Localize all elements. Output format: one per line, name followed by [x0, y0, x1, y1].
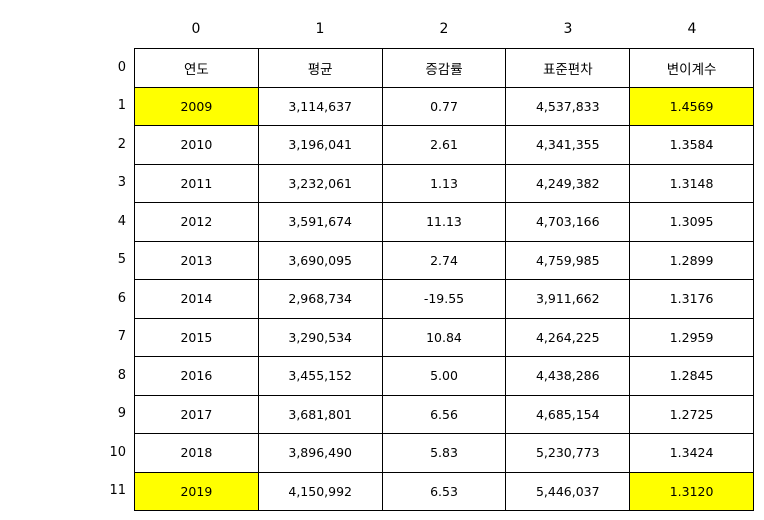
table-cell: 2018: [134, 433, 259, 473]
table-header-cell: 표준편차: [505, 48, 631, 88]
table-header-cell: 증감률: [381, 48, 507, 88]
table-cell: 2015: [134, 317, 259, 357]
column-index-label: 4: [687, 21, 697, 37]
table-header-cell: 연도: [134, 48, 259, 88]
row-index-label: 2: [117, 136, 126, 152]
table-cell: 4,537,833: [505, 86, 631, 126]
row-index-label: 1: [117, 98, 126, 114]
table-cell: 11.13: [381, 202, 507, 242]
table-cell: 1.3584: [629, 125, 754, 165]
table-cell: -19.55: [381, 279, 507, 319]
table-cell: 10.84: [381, 317, 507, 357]
table-cell: 3,896,490: [257, 433, 383, 473]
table-cell: 4,264,225: [505, 317, 631, 357]
table-cell: 2.74: [381, 240, 507, 280]
table-cell: 1.2845: [629, 356, 754, 396]
table-row: 2010 3,196,041 2.61 4,341,355 1.3584: [134, 125, 754, 165]
table-cell: 2.61: [381, 125, 507, 165]
table-cell: 2012: [134, 202, 259, 242]
table-cell: 2009: [134, 86, 259, 126]
table-cell: 1.3148: [629, 163, 754, 203]
table-row: 2013 3,690,095 2.74 4,759,985 1.2899: [134, 240, 754, 280]
table-cell: 3,591,674: [257, 202, 383, 242]
table-cell: 4,685,154: [505, 394, 631, 434]
table-cell: 1.3120: [629, 471, 754, 511]
table-cell: 3,911,662: [505, 279, 631, 319]
table-cell: 1.2899: [629, 240, 754, 280]
table-cell: 2,968,734: [257, 279, 383, 319]
column-index-label: 3: [563, 21, 573, 37]
table-cell: 1.2725: [629, 394, 754, 434]
table-cell: 3,455,152: [257, 356, 383, 396]
table-cell: 5.83: [381, 433, 507, 473]
table-cell: 4,150,992: [257, 471, 383, 511]
table-row: 2018 3,896,490 5.83 5,230,773 1.3424: [134, 433, 754, 473]
table-row: 2011 3,232,061 1.13 4,249,382 1.3148: [134, 163, 754, 203]
table-row: 2017 3,681,801 6.56 4,685,154 1.2725: [134, 394, 754, 434]
table-cell: 3,232,061: [257, 163, 383, 203]
table-cell: 0.77: [381, 86, 507, 126]
row-index-label: 8: [117, 367, 126, 383]
table-cell: 1.3424: [629, 433, 754, 473]
table-cell: 3,290,534: [257, 317, 383, 357]
table-cell: 3,114,637: [257, 86, 383, 126]
table-cell: 4,438,286: [505, 356, 631, 396]
table-row: 2019 4,150,992 6.53 5,446,037 1.3120: [134, 471, 754, 511]
table-header-cell: 변이계수: [629, 48, 754, 88]
table-cell: 4,703,166: [505, 202, 631, 242]
table-cell: 2014: [134, 279, 259, 319]
table-cell: 3,681,801: [257, 394, 383, 434]
table-row: 2015 3,290,534 10.84 4,264,225 1.2959: [134, 317, 754, 357]
table-row: 2014 2,968,734 -19.55 3,911,662 1.3176: [134, 279, 754, 319]
table-cell: 6.56: [381, 394, 507, 434]
table-cell: 5.00: [381, 356, 507, 396]
table-cell: 1.3176: [629, 279, 754, 319]
row-index-label: 6: [117, 290, 126, 306]
table-cell: 3,196,041: [257, 125, 383, 165]
row-index-label: 10: [109, 444, 126, 460]
table-cell: 2019: [134, 471, 259, 511]
table-cell: 2016: [134, 356, 259, 396]
table-cell: 1.2959: [629, 317, 754, 357]
row-index-label: 5: [117, 252, 126, 268]
row-index-label: 4: [117, 213, 126, 229]
table-cell: 3,690,095: [257, 240, 383, 280]
row-index-label: 11: [109, 483, 126, 499]
column-index-label: 0: [191, 21, 201, 37]
table-row: 2016 3,455,152 5.00 4,438,286 1.2845: [134, 356, 754, 396]
table-cell: 1.3095: [629, 202, 754, 242]
table-cell: 5,446,037: [505, 471, 631, 511]
table-cell: 2017: [134, 394, 259, 434]
table-cell: 5,230,773: [505, 433, 631, 473]
table-cell: 1.4569: [629, 86, 754, 126]
row-index-label: 9: [117, 406, 126, 422]
table-row: 2009 3,114,637 0.77 4,537,833 1.4569: [134, 86, 754, 126]
row-index-label: 3: [117, 175, 126, 191]
row-index-label: 7: [117, 329, 126, 345]
table-cell: 6.53: [381, 471, 507, 511]
table-row: 2012 3,591,674 11.13 4,703,166 1.3095: [134, 202, 754, 242]
table-cell: 4,249,382: [505, 163, 631, 203]
table-cell: 2010: [134, 125, 259, 165]
table-cell: 2011: [134, 163, 259, 203]
table-header-row: 연도 평균 증감률 표준편차 변이계수: [134, 48, 754, 88]
data-table: 연도 평균 증감률 표준편차 변이계수 2009 3,114,637 0.77 4,537,83…: [134, 48, 754, 511]
row-index-label: 0: [117, 59, 126, 75]
table-cell: 2013: [134, 240, 259, 280]
table-cell: 1.13: [381, 163, 507, 203]
data-table-body: 연도 평균 증감률 표준편차 변이계수 2009 3,114,637 0.77 4,537,83…: [134, 48, 754, 511]
table-header-cell: 평균: [257, 48, 383, 88]
table-cell: 4,759,985: [505, 240, 631, 280]
column-index-label: 1: [315, 21, 325, 37]
column-index-label: 2: [439, 21, 449, 37]
table-cell: 4,341,355: [505, 125, 631, 165]
